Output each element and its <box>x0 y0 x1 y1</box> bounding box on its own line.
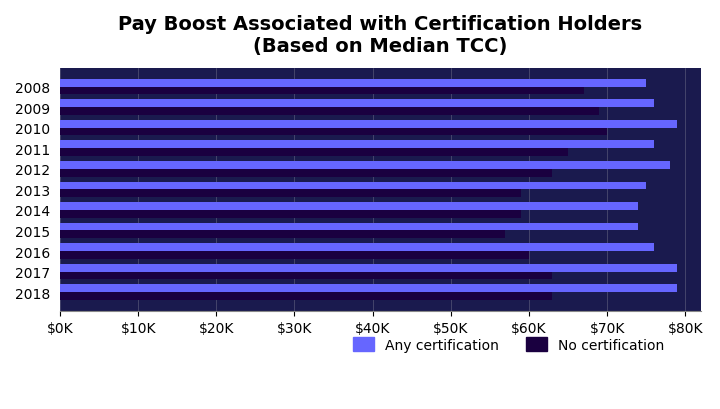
Bar <box>60 285 678 292</box>
Bar <box>60 79 646 88</box>
Legend: Any certification, No certification: Any certification, No certification <box>347 332 670 358</box>
Bar <box>60 169 552 177</box>
Bar <box>60 252 529 259</box>
Title: Pay Boost Associated with Certification Holders
(Based on Median TCC): Pay Boost Associated with Certification … <box>118 15 642 56</box>
Bar <box>60 190 521 198</box>
Bar <box>60 149 568 157</box>
Bar <box>60 210 521 218</box>
Bar <box>60 292 552 300</box>
Bar <box>60 231 505 239</box>
Bar <box>60 108 599 116</box>
Bar <box>60 244 654 252</box>
Bar <box>60 88 584 95</box>
Bar <box>60 223 639 231</box>
Bar <box>60 100 654 108</box>
Bar <box>60 202 639 210</box>
Bar <box>60 162 670 169</box>
Bar <box>60 141 654 149</box>
Bar <box>60 264 678 272</box>
Bar <box>60 128 607 136</box>
Bar <box>60 272 552 280</box>
Bar <box>60 121 678 128</box>
Bar <box>60 182 646 190</box>
